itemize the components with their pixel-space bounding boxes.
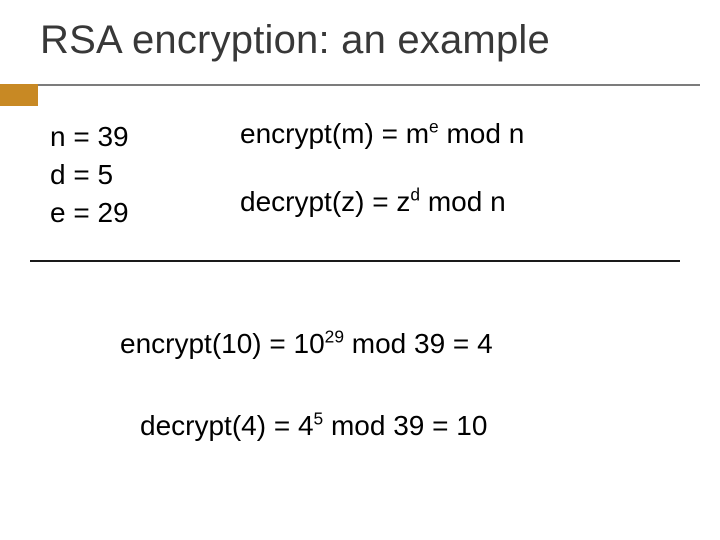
decrypt-formula-prefix: decrypt(z) = z — [240, 186, 410, 217]
divider-mid — [30, 260, 680, 262]
encrypt-formula: encrypt(m) = me mod n — [240, 118, 524, 150]
encrypt-formula-exp: e — [429, 117, 439, 137]
param-e: e = 29 — [50, 194, 129, 232]
decrypt-formula-exp: d — [410, 185, 420, 205]
decrypt-example-prefix: decrypt(4) = 4 — [140, 410, 314, 441]
encrypt-example: encrypt(10) = 1029 mod 39 = 4 — [120, 328, 493, 360]
slide: RSA encryption: an example n = 39 d = 5 … — [0, 0, 720, 540]
decrypt-example: decrypt(4) = 45 mod 39 = 10 — [140, 410, 487, 442]
slide-title: RSA encryption: an example — [40, 18, 700, 63]
param-n: n = 39 — [50, 118, 129, 156]
encrypt-example-prefix: encrypt(10) = 10 — [120, 328, 325, 359]
decrypt-example-suffix: mod 39 = 10 — [323, 410, 487, 441]
encrypt-formula-suffix: mod n — [439, 118, 525, 149]
decrypt-example-exp: 5 — [314, 409, 324, 429]
divider-top — [0, 84, 700, 86]
rsa-params: n = 39 d = 5 e = 29 — [50, 118, 129, 231]
accent-bar — [0, 84, 38, 106]
param-d: d = 5 — [50, 156, 129, 194]
decrypt-formula-suffix: mod n — [420, 186, 506, 217]
decrypt-formula: decrypt(z) = zd mod n — [240, 186, 506, 218]
encrypt-example-exp: 29 — [325, 327, 344, 347]
encrypt-example-suffix: mod 39 = 4 — [344, 328, 493, 359]
encrypt-formula-prefix: encrypt(m) = m — [240, 118, 429, 149]
